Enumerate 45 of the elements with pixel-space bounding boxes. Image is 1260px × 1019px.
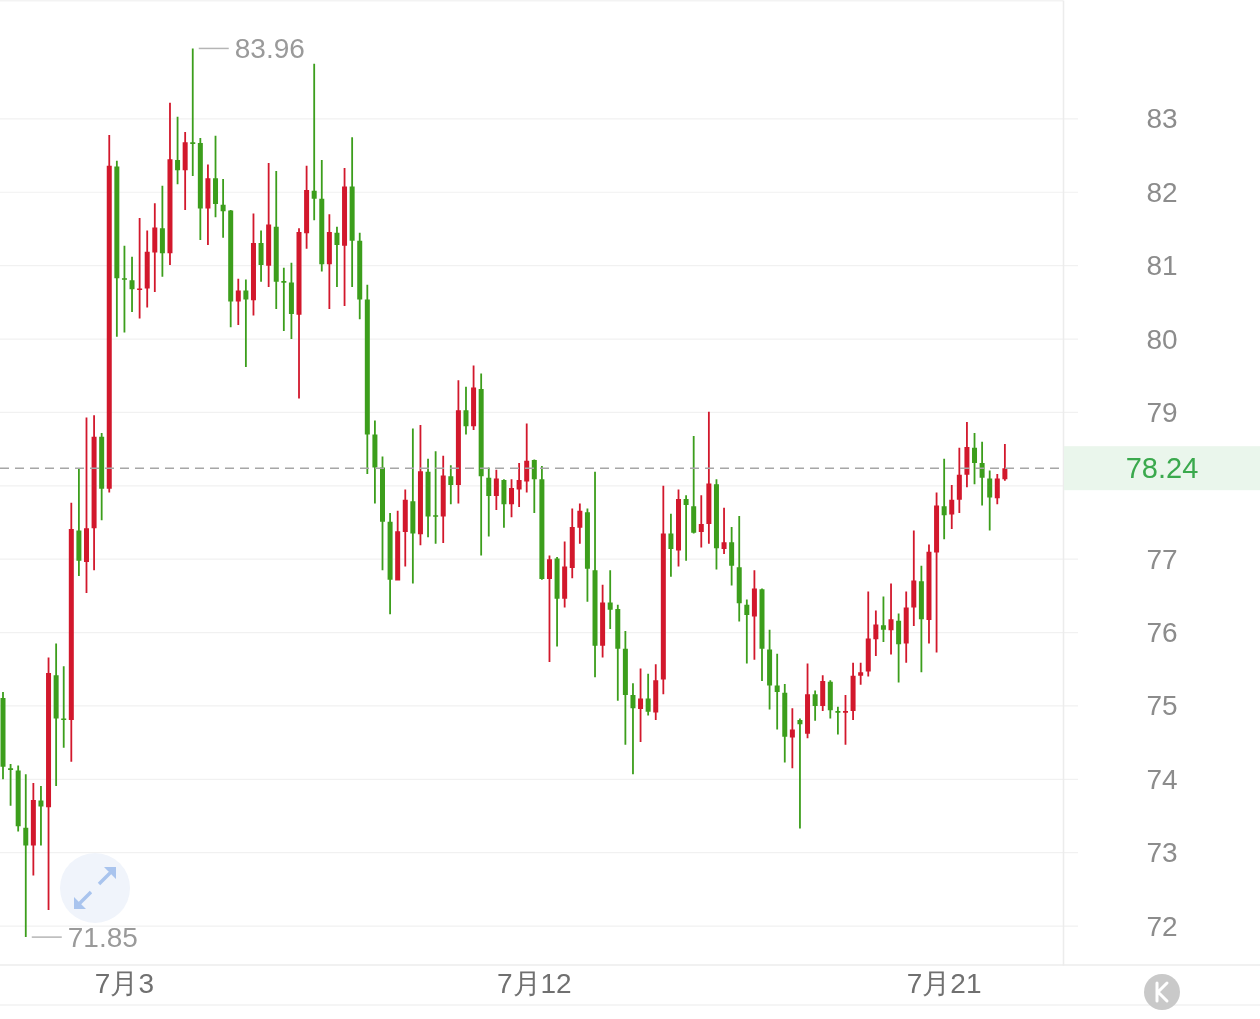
annotation: 83.96	[234, 33, 305, 65]
y-tick-label: 72	[1146, 910, 1178, 942]
candlestick	[835, 706, 841, 735]
candlestick	[281, 267, 287, 331]
candlestick	[410, 428, 416, 584]
y-tick-label: 83	[1146, 103, 1178, 135]
candlestick	[789, 708, 795, 769]
candlestick	[721, 507, 727, 555]
candlestick	[668, 513, 674, 577]
y-tick-label: 82	[1146, 176, 1178, 208]
candlestick	[190, 48, 196, 177]
candlestick	[797, 718, 803, 829]
y-tick-label: 79	[1146, 396, 1178, 428]
annotation: 71.85	[67, 921, 138, 953]
candlestick	[38, 785, 44, 846]
candlestick	[61, 666, 67, 748]
x-tick-label: 7月12	[496, 967, 572, 999]
y-tick-label: 77	[1146, 543, 1178, 575]
x-tick-label: 7月3	[94, 967, 155, 999]
candlestick	[129, 256, 135, 312]
y-tick-label: 80	[1146, 323, 1178, 355]
candlestick	[137, 217, 143, 319]
candlestick	[858, 662, 864, 685]
y-tick-label: 73	[1146, 837, 1178, 869]
candlestick	[774, 653, 780, 730]
candlestick	[941, 458, 947, 540]
candlestick	[334, 226, 340, 287]
candlestick	[235, 278, 241, 326]
candlestick	[311, 63, 317, 221]
candlestick	[630, 683, 636, 775]
y-tick-label: 81	[1146, 250, 1178, 282]
x-tick-label: 7月21	[906, 967, 982, 999]
candlestick	[220, 179, 226, 238]
candlestick	[23, 774, 29, 938]
candlestick	[607, 570, 613, 629]
y-tick-label: 74	[1146, 763, 1178, 795]
y-tick-label: 75	[1146, 690, 1178, 722]
candlestick	[744, 599, 750, 664]
candlestick	[698, 495, 704, 548]
candlestick	[888, 583, 894, 655]
candlestick	[683, 495, 689, 561]
candlestick	[433, 451, 439, 544]
candlestick	[243, 279, 249, 367]
y-tick-label: 76	[1146, 617, 1178, 649]
ref-line-label: 78.24	[1125, 452, 1199, 485]
